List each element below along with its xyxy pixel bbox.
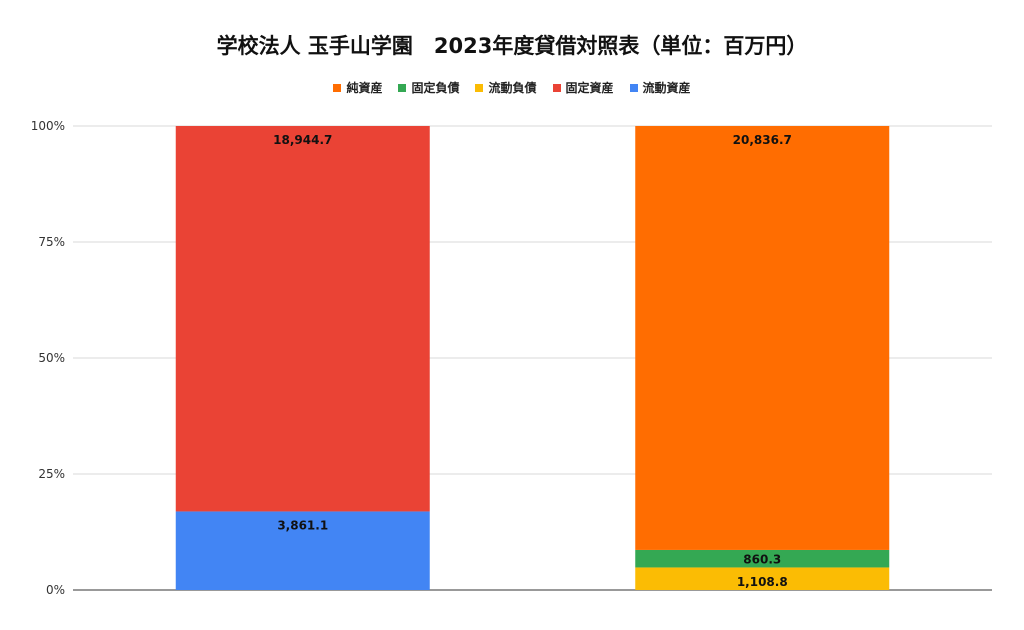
y-tick-label: 0% [46, 583, 65, 597]
legend-item: 純資産 [333, 79, 382, 96]
legend-label: 流動負債 [488, 81, 537, 95]
legend-label: 固定資産 [565, 81, 614, 95]
bar-segment [175, 511, 430, 590]
data-label: 20,836.7 [733, 133, 792, 147]
legend-item: 流動資産 [629, 79, 691, 96]
legend-swatch [552, 83, 561, 92]
legend-swatch [475, 83, 484, 92]
bar-segment [635, 126, 890, 550]
y-tick-label: 75% [38, 235, 65, 249]
y-tick-label: 100% [31, 119, 65, 133]
legend: 純資産 固定負債 流動負債 固定資産 流動資産 [0, 79, 1024, 96]
y-tick-label: 50% [38, 351, 65, 365]
data-label: 1,108.8 [737, 575, 788, 589]
y-tick-label: 25% [38, 467, 65, 481]
data-label: 860.3 [743, 552, 781, 566]
legend-item: 固定資産 [552, 79, 614, 96]
legend-swatch [629, 83, 638, 92]
bar-segment [175, 126, 430, 512]
bar-segment [635, 549, 890, 568]
legend-item: 流動負債 [475, 79, 537, 96]
data-label: 3,861.1 [277, 518, 328, 532]
legend-label: 流動資産 [642, 81, 691, 95]
data-label: 18,944.7 [273, 133, 332, 147]
legend-label: 固定負債 [411, 81, 460, 95]
legend-label: 純資産 [346, 81, 383, 95]
chart-title: 学校法人 玉手山学園 2023年度貸借対照表（単位：百万円） [216, 34, 808, 58]
legend-item: 固定負債 [398, 79, 459, 96]
bar-segment [635, 567, 890, 590]
legend-swatch [333, 83, 342, 92]
legend-swatch [398, 83, 407, 92]
